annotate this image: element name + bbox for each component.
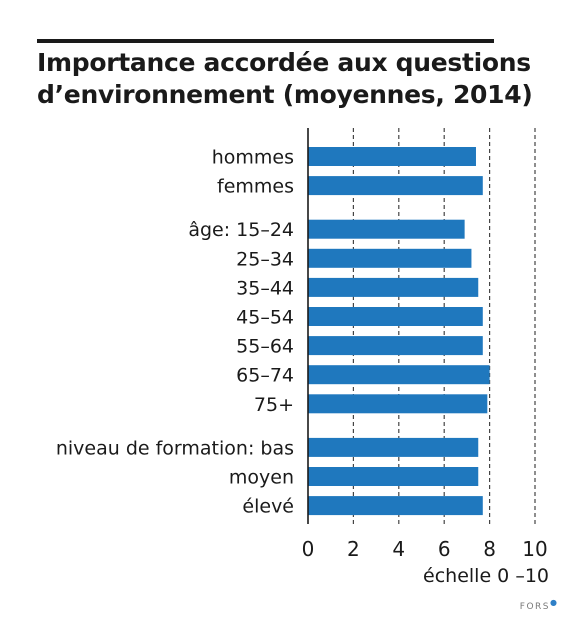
- chart-title: Importance accordée aux questions d’envi…: [37, 47, 557, 111]
- category-label-5: 45–54: [236, 307, 294, 329]
- source-credit: FORS●: [520, 598, 557, 612]
- category-label-1: femmes: [217, 176, 294, 198]
- category-label-8: 75+: [254, 394, 294, 416]
- x-tick-label-6: 6: [438, 537, 451, 561]
- bar-10: [308, 467, 479, 486]
- bar-2: [308, 219, 465, 239]
- bar-7: [308, 365, 490, 385]
- x-tick-label-2: 2: [347, 537, 360, 561]
- chart-title-line-2: d’environnement (moyennes, 2014): [37, 80, 533, 109]
- x-tick-label-4: 4: [392, 537, 405, 561]
- source-label: FORS: [519, 602, 551, 612]
- category-label-0: hommes: [212, 147, 294, 169]
- bar-0: [308, 147, 476, 166]
- category-label-10: moyen: [229, 467, 294, 489]
- bar-6: [308, 336, 483, 356]
- category-label-11: élevé: [242, 496, 294, 518]
- chart-title-line-1: Importance accordée aux questions: [37, 48, 531, 77]
- bar-3: [308, 248, 472, 268]
- category-label-9: niveau de formation: bas: [56, 437, 294, 459]
- bar-5: [308, 307, 483, 326]
- category-label-4: 35–44: [236, 277, 294, 299]
- x-tick-label-8: 8: [483, 537, 496, 561]
- bar-8: [308, 394, 488, 414]
- bar-11: [308, 496, 483, 516]
- category-label-2: âge: 15–24: [188, 219, 294, 241]
- bar-4: [308, 277, 479, 297]
- title-rule: [37, 39, 494, 43]
- bar-1: [308, 176, 483, 196]
- category-label-7: 65–74: [236, 365, 294, 387]
- x-tick-label-10: 10: [522, 537, 547, 561]
- bar-9: [308, 437, 479, 457]
- x-axis-title: échelle 0 –10: [423, 565, 549, 587]
- category-label-3: 25–34: [236, 248, 294, 270]
- x-tick-label-0: 0: [302, 537, 315, 561]
- category-label-6: 55–64: [236, 336, 294, 358]
- source-dot-icon: ●: [550, 598, 557, 607]
